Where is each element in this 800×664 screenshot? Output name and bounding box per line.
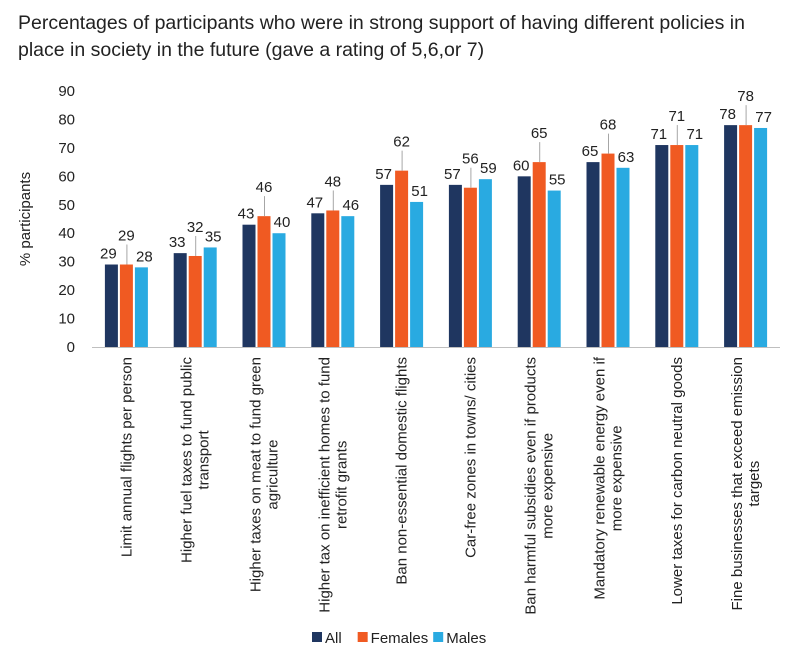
x-category-label: transport: [196, 430, 213, 490]
data-label: 65: [531, 125, 548, 142]
data-label: 46: [342, 197, 359, 214]
data-label: 71: [686, 126, 703, 143]
bar-males: [754, 127, 768, 347]
data-label: 77: [755, 109, 772, 126]
data-label: 78: [737, 88, 754, 105]
legend-swatch-females: [357, 632, 368, 642]
x-category-label: targets: [746, 461, 763, 507]
chart-title: Percentages of participants who were in …: [18, 12, 745, 61]
data-label: 48: [324, 173, 341, 190]
data-label: 59: [480, 160, 497, 177]
bar-all: [517, 176, 531, 347]
x-category-label: more expensive: [609, 425, 626, 531]
bar-females: [670, 145, 684, 347]
data-label: 78: [719, 106, 736, 123]
bar-males: [272, 233, 286, 347]
bar-females: [739, 125, 753, 347]
bar-males: [134, 267, 148, 347]
bar-females: [119, 264, 133, 347]
y-tick-label: 20: [58, 282, 75, 299]
bar-all: [104, 264, 118, 347]
bar-all: [311, 213, 325, 347]
x-category-label: Fine businesses that exceed emission: [729, 357, 746, 610]
data-label: 43: [238, 206, 255, 223]
y-tick-label: 80: [58, 111, 75, 128]
bar-males: [478, 179, 492, 347]
data-label: 29: [118, 228, 135, 245]
y-tick-label: 10: [58, 311, 75, 328]
bar-males: [616, 167, 630, 347]
data-label: 71: [668, 108, 685, 125]
legend-label: Males: [446, 630, 486, 647]
x-category-label: more expensive: [540, 433, 557, 539]
data-label: 29: [100, 246, 117, 263]
data-label: 33: [169, 234, 186, 251]
x-category-label: Mandatory renewable energy even if: [592, 356, 609, 599]
bar-females: [601, 153, 615, 347]
x-category-label: agriculture: [265, 440, 282, 510]
data-label: 60: [513, 157, 530, 174]
legend-label: All: [325, 630, 342, 647]
x-category-label: retrofit grants: [333, 441, 350, 529]
x-category-label: Higher fuel taxes to fund public: [179, 357, 196, 563]
bar-males: [547, 190, 561, 347]
bar-all: [724, 125, 738, 347]
x-category-label: Ban non-essential domestic flights: [394, 357, 411, 585]
y-tick-label: 50: [58, 197, 75, 214]
y-tick-label: 70: [58, 140, 75, 157]
y-tick-label: 60: [58, 168, 75, 185]
bar-all: [586, 162, 600, 347]
y-tick-label: 0: [67, 339, 75, 356]
bar-females: [395, 170, 409, 347]
bar-females: [326, 210, 340, 347]
data-label: 47: [306, 194, 323, 211]
data-label: 40: [274, 214, 291, 231]
y-tick-label: 90: [58, 83, 75, 100]
x-category-label: Car-free zones in towns/ cities: [462, 357, 479, 558]
data-label: 65: [582, 143, 599, 160]
y-tick-label: 30: [58, 254, 75, 271]
x-category-label: Limit annual flights per person: [118, 357, 135, 557]
data-label: 71: [650, 126, 667, 143]
x-category-label: Higher taxes on meat to fund green: [248, 357, 265, 592]
bar-males: [685, 145, 699, 347]
data-label: 57: [375, 166, 392, 183]
data-label: 63: [618, 149, 635, 166]
data-label: 46: [256, 179, 273, 196]
bar-all: [655, 145, 669, 347]
x-category-label: Lower taxes for carbon neutral goods: [669, 357, 686, 605]
bar-males: [410, 201, 424, 347]
bar-all: [380, 184, 394, 347]
bar-females: [463, 187, 477, 347]
bar-males: [203, 247, 217, 347]
y-axis-label: % participants: [17, 172, 34, 266]
bar-females: [257, 216, 271, 347]
data-label: 56: [462, 151, 479, 168]
legend-swatch-all: [312, 632, 322, 642]
data-label: 51: [411, 183, 428, 200]
bar-females: [188, 255, 202, 347]
data-label: 57: [444, 166, 461, 183]
legend-label: Females: [371, 630, 429, 647]
bar-all: [448, 184, 462, 347]
legend-swatch-males: [433, 632, 444, 642]
data-label: 68: [600, 117, 617, 134]
data-label: 32: [187, 219, 204, 236]
bar-females: [532, 162, 546, 347]
bar-males: [341, 216, 355, 347]
data-label: 35: [205, 228, 222, 245]
bar-all: [242, 224, 256, 347]
y-tick-label: 40: [58, 225, 75, 242]
data-label: 62: [393, 134, 410, 151]
data-label: 28: [136, 248, 153, 265]
data-label: 55: [549, 172, 566, 189]
x-category-label: Ban harmful subsidies even if products: [523, 357, 540, 615]
x-category-label: Higher tax on inefficient homes to fund: [316, 357, 333, 613]
bar-all: [173, 253, 187, 347]
